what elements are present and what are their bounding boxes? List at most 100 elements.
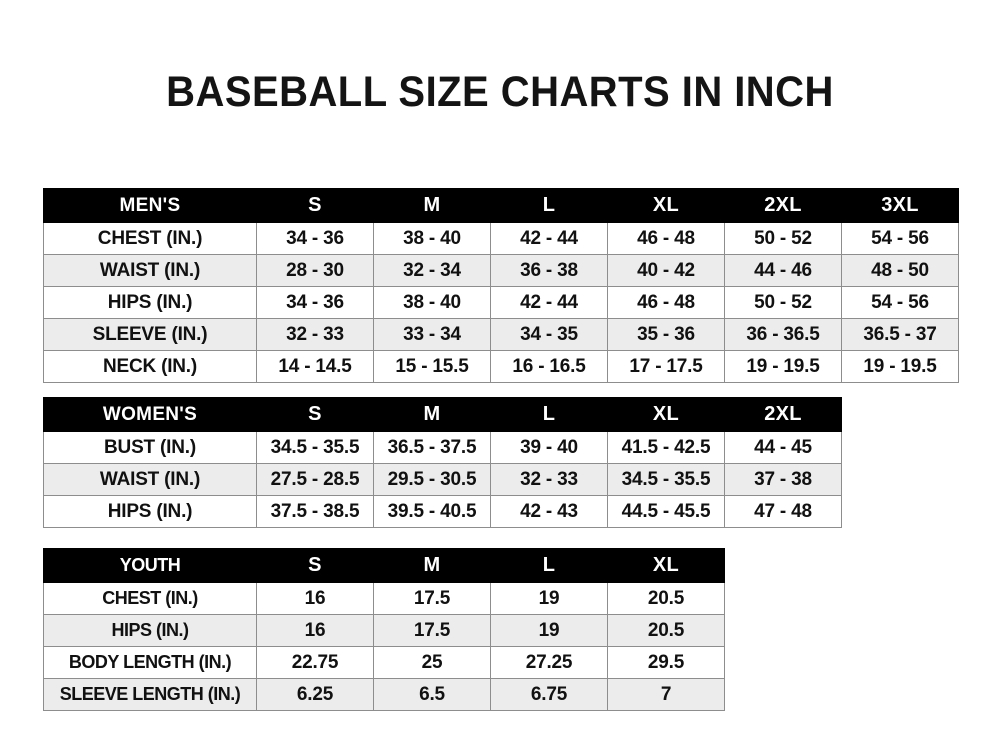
womens-measurement-value: 34.5 - 35.5 — [607, 463, 725, 496]
womens-size-header-m: M — [373, 397, 491, 432]
youth-measurement-label: BODY LENGTH (IN.) — [43, 646, 257, 679]
mens-table-title-cell: MEN'S — [43, 188, 257, 223]
mens-measurement-value: 32 - 34 — [373, 254, 491, 287]
mens-measurement-value: 40 - 42 — [607, 254, 725, 287]
womens-measurement-value: 41.5 - 42.5 — [607, 431, 725, 464]
womens-measurement-value: 39.5 - 40.5 — [373, 495, 491, 528]
womens-table-header: WOMEN'S S M L XL 2XL — [43, 397, 842, 432]
mens-measurement-value: 50 - 52 — [724, 286, 842, 319]
womens-measurement-value: 42 - 43 — [490, 495, 608, 528]
mens-measurement-value: 15 - 15.5 — [373, 350, 491, 383]
mens-measurement-value: 16 - 16.5 — [490, 350, 608, 383]
table-row: WAIST (IN.) 28 - 30 32 - 34 36 - 38 40 - 42 4… — [43, 254, 959, 287]
mens-measurement-value: 54 - 56 — [841, 286, 959, 319]
womens-measurement-value: 37 - 38 — [724, 463, 842, 496]
youth-measurement-value: 22.75 — [256, 646, 374, 679]
mens-measurement-value: 19 - 19.5 — [724, 350, 842, 383]
mens-measurement-value: 14 - 14.5 — [256, 350, 374, 383]
mens-size-header-l: L — [490, 188, 608, 223]
youth-measurement-value: 6.5 — [373, 678, 491, 711]
womens-measurement-value: 29.5 - 30.5 — [373, 463, 491, 496]
mens-measurement-value: 34 - 36 — [256, 222, 374, 255]
youth-table-title-cell: YOUTH — [43, 548, 257, 583]
table-row: HIPS (IN.) 37.5 - 38.5 39.5 - 40.5 42 - 43 4… — [43, 495, 842, 528]
youth-measurement-value: 29.5 — [607, 646, 725, 679]
youth-size-header-l: L — [490, 548, 608, 583]
table-row: WAIST (IN.) 27.5 - 28.5 29.5 - 30.5 32 - 33… — [43, 463, 842, 496]
womens-size-table: WOMEN'S S M L XL 2XL BUST (IN.) 34.5 - 35.5 36.… — [43, 397, 842, 528]
mens-measurement-value: 46 - 48 — [607, 286, 725, 319]
header-row: WOMEN'S S M L XL 2XL — [43, 397, 842, 432]
youth-measurement-value: 16 — [256, 614, 374, 647]
mens-measurement-value: 17 - 17.5 — [607, 350, 725, 383]
mens-measurement-value: 35 - 36 — [607, 318, 725, 351]
table-row: CHEST (IN.) 34 - 36 38 - 40 42 - 44 46 - 48 5… — [43, 222, 959, 255]
youth-measurement-value: 27.25 — [490, 646, 608, 679]
table-row: HIPS (IN.) 34 - 36 38 - 40 42 - 44 46 - 48 50… — [43, 286, 959, 319]
mens-measurement-value: 42 - 44 — [490, 286, 608, 319]
mens-measurement-value: 50 - 52 — [724, 222, 842, 255]
womens-size-header-2xl: 2XL — [724, 397, 842, 432]
mens-measurement-value: 38 - 40 — [373, 286, 491, 319]
womens-size-header-l: L — [490, 397, 608, 432]
mens-measurement-value: 48 - 50 — [841, 254, 959, 287]
youth-measurement-value: 6.25 — [256, 678, 374, 711]
youth-measurement-value: 17.5 — [373, 614, 491, 647]
mens-measurement-value: 32 - 33 — [256, 318, 374, 351]
mens-measurement-label: WAIST (IN.) — [43, 254, 257, 287]
womens-measurement-value: 34.5 - 35.5 — [256, 431, 374, 464]
page-title: BASEBALL SIZE CHARTS IN INCH — [166, 68, 834, 116]
table-row: BUST (IN.) 34.5 - 35.5 36.5 - 37.5 39 - 40 4… — [43, 431, 842, 464]
youth-measurement-value: 7 — [607, 678, 725, 711]
womens-size-header-xl: XL — [607, 397, 725, 432]
table-row: SLEEVE (IN.) 32 - 33 33 - 34 34 - 35 35 - 36… — [43, 318, 959, 351]
youth-measurement-value: 19 — [490, 582, 608, 615]
mens-measurement-value: 44 - 46 — [724, 254, 842, 287]
youth-measurement-label: CHEST (IN.) — [43, 582, 257, 615]
header-row: MEN'S S M L XL 2XL 3XL — [43, 188, 959, 223]
youth-size-table: YOUTH S M L XL CHEST (IN.) 16 17.5 19 20.5 HIPS (… — [43, 548, 725, 711]
mens-size-header-xl: XL — [607, 188, 725, 223]
mens-table-body: CHEST (IN.) 34 - 36 38 - 40 42 - 44 46 - 48 5… — [43, 222, 959, 383]
mens-measurement-value: 38 - 40 — [373, 222, 491, 255]
womens-measurement-value: 36.5 - 37.5 — [373, 431, 491, 464]
womens-measurement-value: 27.5 - 28.5 — [256, 463, 374, 496]
youth-size-header-xl: XL — [607, 548, 725, 583]
mens-measurement-value: 34 - 35 — [490, 318, 608, 351]
mens-size-header-m: M — [373, 188, 491, 223]
youth-measurement-value: 6.75 — [490, 678, 608, 711]
womens-measurement-value: 44 - 45 — [724, 431, 842, 464]
youth-table-header: YOUTH S M L XL — [43, 548, 725, 583]
mens-measurement-value: 36.5 - 37 — [841, 318, 959, 351]
youth-measurement-value: 16 — [256, 582, 374, 615]
youth-measurement-value: 20.5 — [607, 582, 725, 615]
womens-measurement-label: BUST (IN.) — [43, 431, 257, 464]
mens-measurement-value: 28 - 30 — [256, 254, 374, 287]
womens-table-title-cell: WOMEN'S — [43, 397, 257, 432]
mens-measurement-value: 33 - 34 — [373, 318, 491, 351]
youth-table-body: CHEST (IN.) 16 17.5 19 20.5 HIPS (IN.) 16 17.5 1… — [43, 582, 725, 711]
mens-table-header: MEN'S S M L XL 2XL 3XL — [43, 188, 959, 223]
womens-measurement-value: 32 - 33 — [490, 463, 608, 496]
womens-size-header-s: S — [256, 397, 374, 432]
mens-size-header-3xl: 3XL — [841, 188, 959, 223]
table-row: NECK (IN.) 14 - 14.5 15 - 15.5 16 - 16.5 17 … — [43, 350, 959, 383]
mens-measurement-label: NECK (IN.) — [43, 350, 257, 383]
mens-measurement-value: 54 - 56 — [841, 222, 959, 255]
womens-table-body: BUST (IN.) 34.5 - 35.5 36.5 - 37.5 39 - 40 4… — [43, 431, 842, 528]
womens-measurement-value: 47 - 48 — [724, 495, 842, 528]
mens-measurement-value: 36 - 36.5 — [724, 318, 842, 351]
womens-measurement-label: WAIST (IN.) — [43, 463, 257, 496]
youth-size-header-m: M — [373, 548, 491, 583]
table-row: SLEEVE LENGTH (IN.) 6.25 6.5 6.75 7 — [43, 678, 725, 711]
mens-measurement-value: 36 - 38 — [490, 254, 608, 287]
youth-measurement-value: 20.5 — [607, 614, 725, 647]
mens-measurement-label: SLEEVE (IN.) — [43, 318, 257, 351]
mens-size-header-s: S — [256, 188, 374, 223]
mens-size-header-2xl: 2XL — [724, 188, 842, 223]
table-row: CHEST (IN.) 16 17.5 19 20.5 — [43, 582, 725, 615]
youth-measurement-label: SLEEVE LENGTH (IN.) — [43, 678, 257, 711]
mens-measurement-label: HIPS (IN.) — [43, 286, 257, 319]
mens-measurement-value: 46 - 48 — [607, 222, 725, 255]
youth-measurement-value: 25 — [373, 646, 491, 679]
